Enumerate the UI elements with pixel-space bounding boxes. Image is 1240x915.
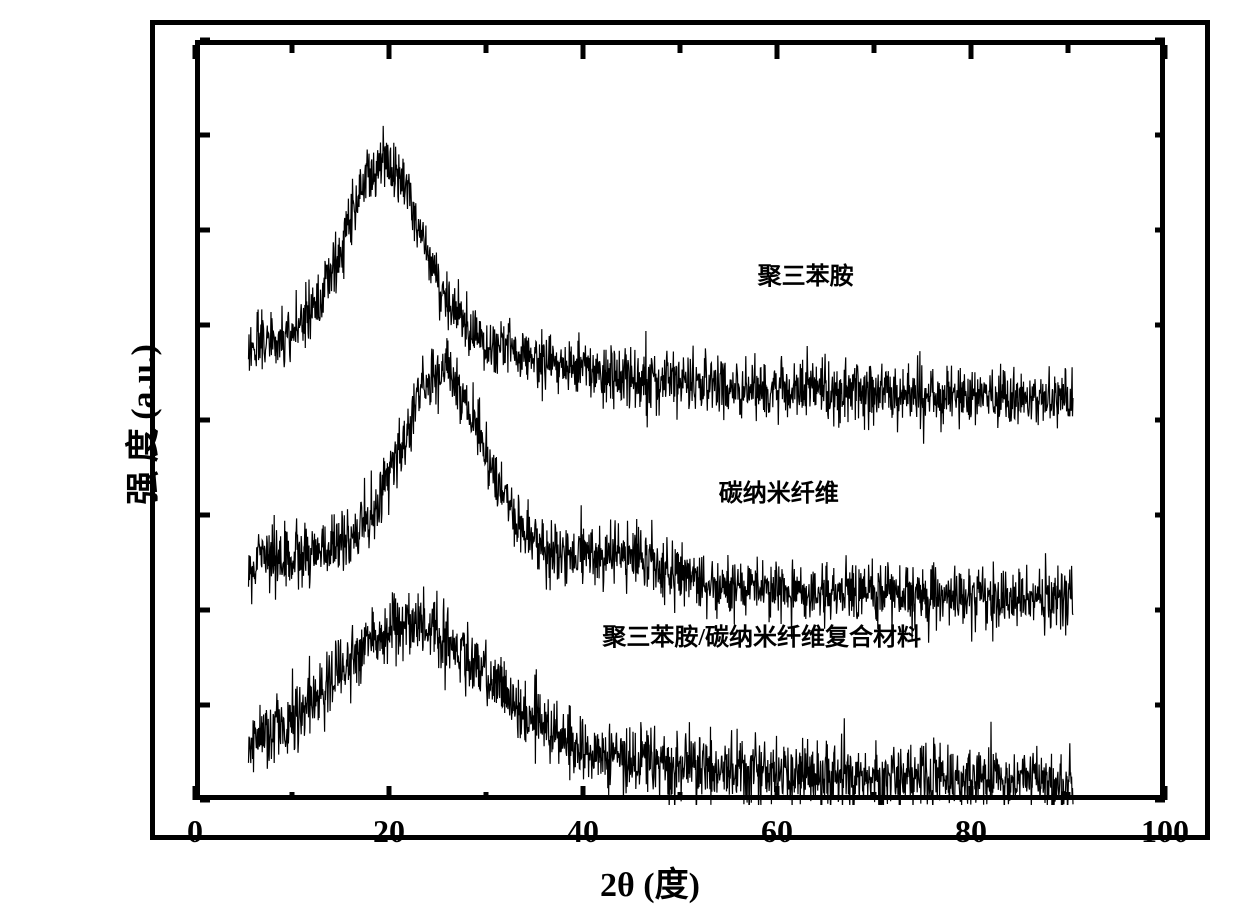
chart-root: 强 度 (a.u.) 2θ (度) 020406080100 聚三苯胺碳纳米纤维… <box>0 0 1240 915</box>
axis-ticks-overlay <box>0 0 1240 915</box>
